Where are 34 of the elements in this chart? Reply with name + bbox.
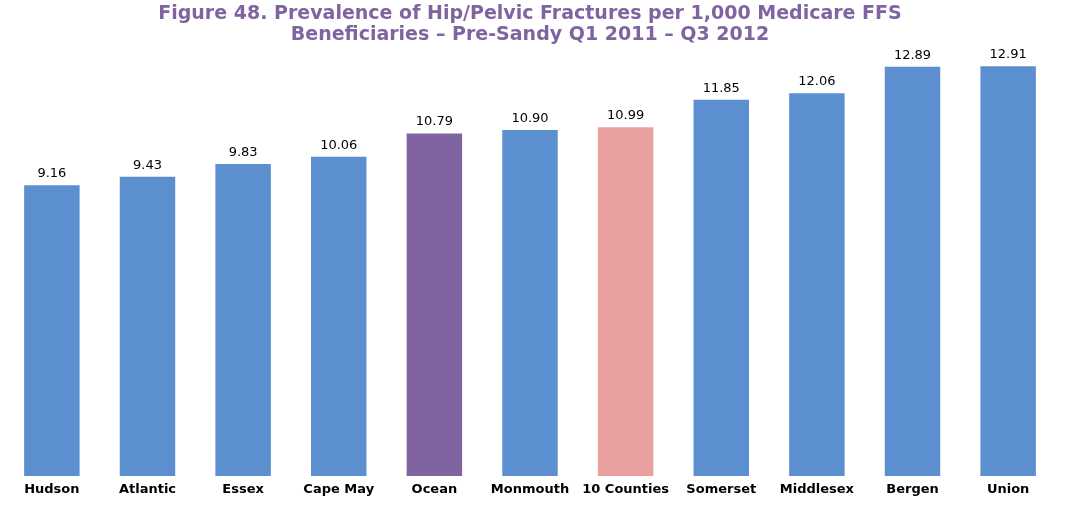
bar [215, 163, 271, 476]
bar [406, 133, 463, 476]
x-tick-label: Ocean [411, 480, 458, 496]
x-tick-label: Essex [222, 480, 265, 496]
x-tick-label: Monmouth [490, 480, 570, 496]
data-label: 12.91 [989, 46, 1027, 62]
bar [502, 130, 558, 476]
bar [789, 93, 845, 476]
bar [24, 185, 80, 476]
data-label: 12.89 [893, 46, 932, 62]
bar [119, 176, 176, 476]
x-tick-label: 10 Counties [582, 480, 670, 496]
data-label: 9.43 [133, 156, 162, 172]
bar [597, 127, 654, 476]
data-label: 12.06 [798, 73, 836, 89]
x-tick-label: Union [986, 480, 1030, 496]
x-tick-label: Cape May [303, 480, 375, 496]
data-label: 9.16 [37, 165, 67, 181]
data-label: 10.79 [415, 113, 453, 129]
x-tick-label: Atlantic [118, 480, 177, 496]
data-label: 10.99 [607, 107, 645, 123]
x-tick-label: Somerset [686, 480, 757, 496]
x-tick-label: Bergen [886, 480, 939, 496]
bar [884, 66, 941, 476]
bar [693, 99, 749, 476]
chart-title: Figure 48. Prevalence of Hip/Pelvic Fractures per 1,000 Medicare FFS Beneficiaries – Pre-Sandy Q1 2011 – Q3 2012 [158, 1, 902, 45]
data-label: 10.06 [320, 136, 358, 152]
x-tick-label: Middlesex [779, 480, 855, 496]
data-label: 9.83 [228, 143, 258, 159]
bar [980, 66, 1036, 476]
data-label: 11.85 [702, 79, 740, 95]
data-label: 10.90 [511, 110, 549, 125]
bar [311, 156, 367, 476]
x-tick-label: Hudson [24, 480, 80, 496]
